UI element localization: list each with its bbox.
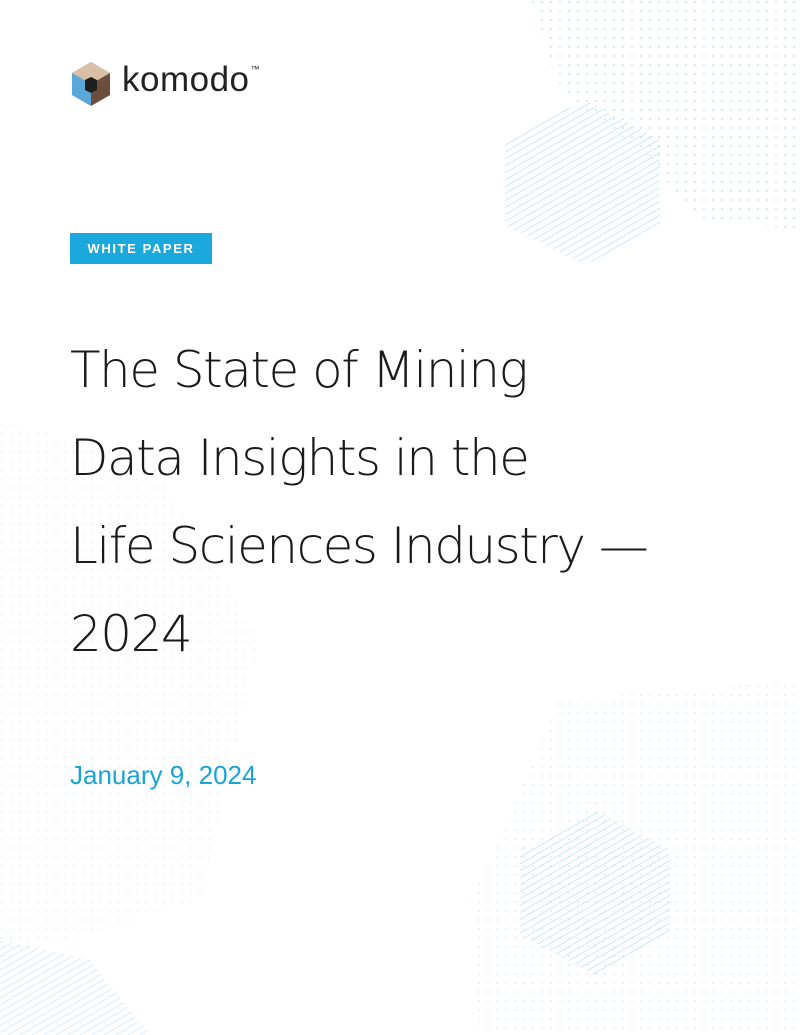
title: The State of Mining Data Insights in the L… xyxy=(70,326,649,678)
logo-text: komodo™ xyxy=(122,60,260,100)
title-line: Data Insights in the xyxy=(70,429,530,487)
trademark: ™ xyxy=(250,64,261,74)
date: January 9, 2024 xyxy=(70,760,257,790)
hex-hatch xyxy=(520,810,670,975)
logo-icon xyxy=(72,62,110,106)
title-line: Life Sciences Industry — xyxy=(70,517,649,575)
dot-pattern xyxy=(0,420,260,960)
dot-pattern xyxy=(530,0,800,230)
logo-name: komodo xyxy=(122,60,250,99)
title-line: The State of Mining xyxy=(70,341,529,399)
badge: WHITE PAPER xyxy=(70,233,212,264)
title-line: 2024 xyxy=(70,605,193,663)
hex-hatch xyxy=(0,940,150,1035)
hex-hatch xyxy=(505,100,660,265)
